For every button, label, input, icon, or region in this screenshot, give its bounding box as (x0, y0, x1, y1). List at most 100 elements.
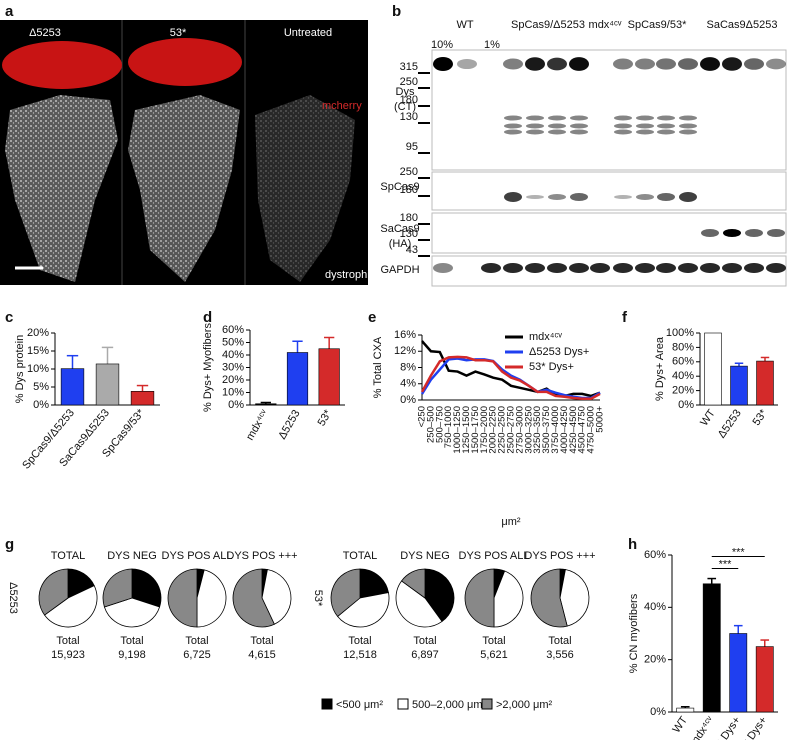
pie-wedge (400, 568, 426, 599)
band (679, 129, 697, 135)
band (723, 229, 741, 237)
band (570, 129, 588, 135)
band (636, 115, 654, 121)
pie-wedge (196, 569, 227, 628)
y-axis-label: % Dys protein (14, 335, 26, 403)
band (504, 115, 522, 121)
panel-label: h (628, 536, 637, 553)
y-tick-label: 0% (400, 394, 416, 406)
y-tick-label: 16% (394, 329, 416, 341)
tissue (255, 95, 355, 282)
total-value: 12,518 (343, 649, 377, 661)
marker-label: 180 (400, 94, 418, 106)
panel-label: d (203, 309, 212, 326)
band (678, 58, 698, 70)
panel-label: b (392, 3, 401, 20)
y-tick-label: 20% (222, 374, 244, 386)
band (503, 263, 523, 273)
group-label: Δ5253 (7, 582, 19, 614)
x-tick-label: 53* (316, 407, 335, 428)
lane-label: mdx⁴ᶜᵛ (589, 19, 622, 31)
y-tick-label: 15% (27, 345, 49, 357)
y-tick-label: 10% (27, 363, 49, 375)
total-value: 6,725 (183, 649, 211, 661)
blot-label: (CT) (394, 101, 416, 113)
pie-wedge (493, 570, 524, 628)
x-tick-label: 1500–1750 (470, 406, 481, 454)
band (481, 263, 501, 273)
total-value: 6,897 (411, 649, 439, 661)
band (614, 115, 632, 121)
band (569, 57, 589, 71)
tissue (5, 95, 118, 282)
band (548, 123, 566, 129)
band (526, 115, 544, 121)
band (656, 58, 676, 70)
band (504, 129, 522, 135)
pie-wedge (261, 569, 292, 625)
band (525, 263, 545, 273)
band (433, 263, 453, 273)
band (679, 115, 697, 121)
mcherry-signal (2, 41, 122, 89)
y-tick-label: 50% (222, 336, 244, 348)
marker-label: 315 (400, 61, 418, 73)
total-value: 4,615 (248, 649, 276, 661)
band (525, 57, 545, 71)
band (745, 229, 763, 237)
mcherry-signal (128, 38, 242, 86)
band (656, 263, 676, 273)
pie-wedge (337, 592, 390, 628)
blot-bands (433, 57, 786, 273)
band (700, 263, 720, 273)
total-label: Total (548, 635, 571, 647)
band (548, 194, 566, 200)
annotation: *** (732, 546, 746, 558)
x-axis-label: μm² (501, 516, 521, 528)
marker-label: 250 (400, 166, 418, 178)
total-value: 15,923 (51, 649, 85, 661)
bar (286, 352, 309, 406)
lane-label: SpCas9/Δ5253 (511, 19, 585, 31)
legend-label: mdx⁴ᶜᵛ (529, 331, 562, 343)
legend-swatch (321, 698, 333, 710)
blot-frame (431, 49, 787, 171)
pie-wedge (43, 585, 98, 628)
blot-label: GAPDH (380, 264, 419, 276)
band (744, 58, 764, 70)
y-tick-label: 20% (672, 385, 694, 397)
lane-label: 1% (484, 39, 500, 51)
band (701, 229, 719, 237)
pie-wedge (232, 568, 275, 628)
blot-label: (HA) (389, 238, 412, 250)
pie-title: DYS NEG (400, 550, 450, 562)
x-tick-label: 4000–4250 (559, 406, 570, 454)
band (679, 123, 697, 129)
legend-label: 500–2,000 μm² (412, 699, 487, 711)
x-tick-label: 1750–2000 (479, 406, 490, 454)
bar (318, 348, 340, 406)
tissue (128, 95, 240, 282)
band (614, 129, 632, 135)
y-axis-label: % Dys+ Myofibers (202, 323, 214, 412)
band (526, 195, 544, 199)
bar (729, 633, 748, 713)
panel-label: a (5, 3, 14, 20)
y-tick-label: 60% (672, 356, 694, 368)
pie-wedge (131, 568, 162, 608)
x-tick-label: 3500–3750 (541, 406, 552, 454)
blot-frame (431, 171, 787, 211)
panel-label: g (5, 536, 14, 553)
y-tick-label: 0% (228, 399, 244, 411)
x-tick-label: 4250–4500 (568, 406, 579, 454)
y-tick-label: 0% (678, 399, 694, 411)
pie-title: DYS NEG (107, 550, 157, 562)
x-tick-label: WT (670, 714, 690, 735)
pie-title: TOTAL (51, 550, 85, 562)
total-value: 5,621 (480, 649, 508, 661)
x-tick-label: 500–750 (434, 406, 445, 443)
bar (255, 403, 277, 406)
band (657, 115, 675, 121)
marker-label: 250 (400, 76, 418, 88)
band (504, 123, 522, 129)
